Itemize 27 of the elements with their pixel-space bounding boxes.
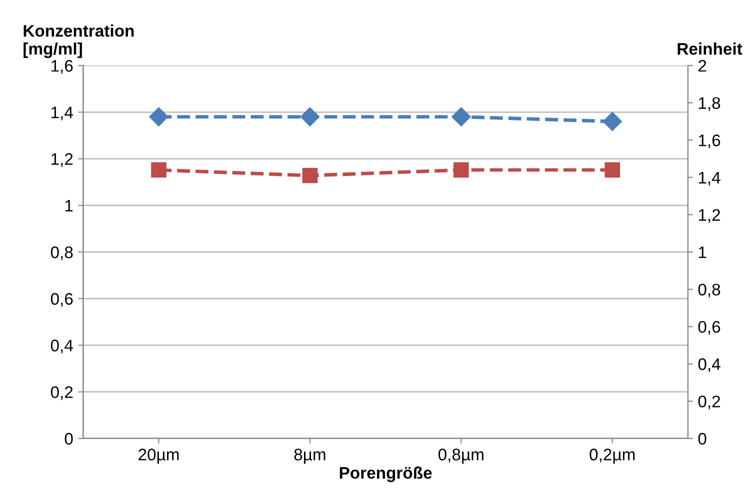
y-tick-label: 0 — [64, 432, 73, 445]
y2-tick-label: 0,6 — [698, 320, 720, 335]
y2-tick-label: 0 — [698, 432, 706, 445]
y2-tick-label: 1 — [698, 246, 706, 258]
y2-tick-label: 2 — [698, 60, 706, 72]
x-axis-title: Porengröße — [340, 466, 432, 482]
y-tick-label: 1,4 — [52, 106, 73, 120]
x-tick-label: 0,8µm — [438, 448, 484, 464]
y2-tick-label: 1,8 — [698, 97, 720, 111]
y-tick-label: 1 — [65, 200, 73, 212]
y2-axis-title: Reinheit — [678, 42, 742, 55]
y-tick-label: 0,4 — [50, 340, 73, 354]
x-tick-label: 0,2µm — [590, 448, 635, 464]
y2-tick-label: 1,6 — [698, 134, 720, 148]
y-tick-label: 0,2 — [50, 386, 73, 400]
y2-tick-label: 1,4 — [698, 172, 720, 186]
y-tick-label: 0,8 — [50, 246, 73, 260]
x-tick-label: 8µm — [294, 448, 326, 464]
x-tick-label: 20µm — [138, 448, 179, 464]
y2-tick-label: 0,4 — [698, 358, 720, 372]
y-tick-label: 1,6 — [52, 60, 73, 74]
y-axis-title: Konzentration [mg/ml] — [24, 24, 134, 58]
y-tick-label: 1,2 — [52, 153, 73, 167]
y2-tick-label: 0,8 — [698, 284, 720, 298]
y2-tick-label: 1,2 — [698, 209, 720, 223]
y-tick-label: 0,6 — [50, 293, 73, 307]
y2-tick-label: 0,2 — [698, 396, 720, 410]
